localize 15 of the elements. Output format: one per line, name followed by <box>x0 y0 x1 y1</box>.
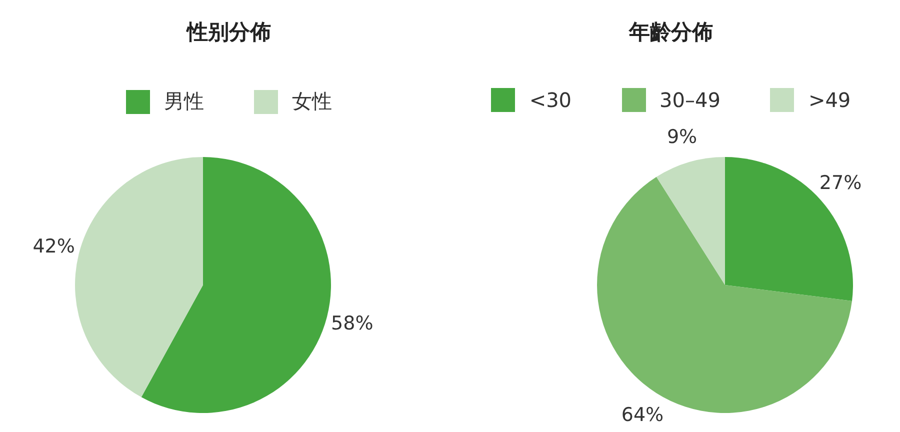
data-label: 64% <box>621 404 664 426</box>
pie-slice <box>75 157 203 398</box>
chart-title: 年齡分佈 <box>628 19 714 46</box>
data-label: 58% <box>331 312 374 334</box>
pie-slice <box>141 157 331 413</box>
data-label: 9% <box>666 126 698 148</box>
legend-label: 男性 <box>164 88 204 115</box>
legend-label: 女性 <box>292 88 332 115</box>
legend-label: 30–49 <box>660 88 720 112</box>
pie-slice <box>656 157 725 285</box>
data-label: 42% <box>32 236 75 258</box>
data-label: 27% <box>819 172 862 194</box>
legend-label: <30 <box>529 88 572 112</box>
legend-label: >49 <box>808 88 851 112</box>
chart-title: 性别分佈 <box>185 19 272 46</box>
